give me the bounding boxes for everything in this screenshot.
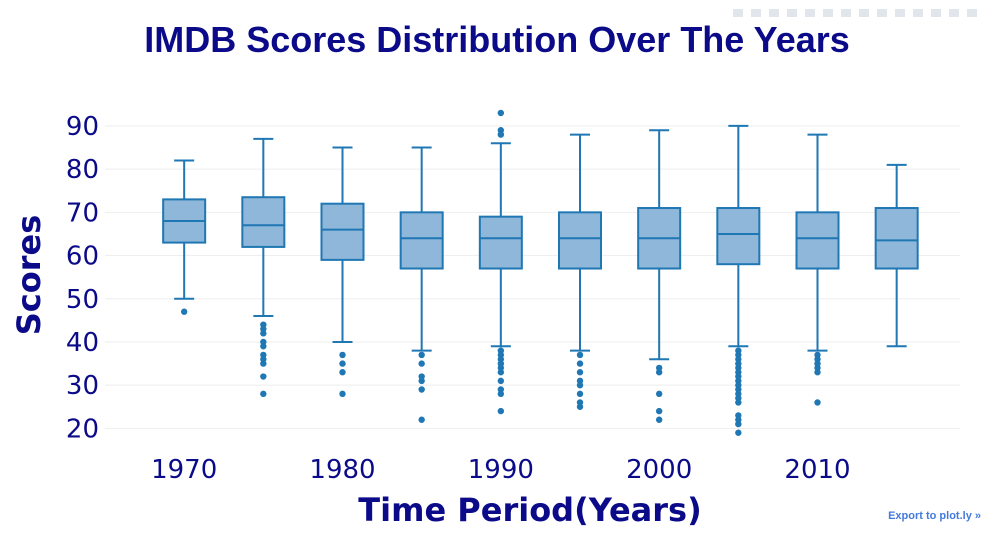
gridlines xyxy=(105,125,960,429)
outlier-point xyxy=(418,377,425,385)
spike-lines-icon[interactable] xyxy=(911,6,925,20)
box-select-icon[interactable] xyxy=(803,6,817,20)
outlier-point xyxy=(180,308,188,315)
zoom-icon[interactable] xyxy=(767,6,781,20)
outlier-point xyxy=(576,351,584,359)
chart-title: IMDB Scores Distribution Over The Years xyxy=(144,19,850,60)
lasso-select-icon[interactable] xyxy=(821,6,835,20)
outlier-point xyxy=(497,377,505,385)
outlier-point xyxy=(576,360,584,367)
outlier-point xyxy=(655,416,663,423)
x-tick-label: 1990 xyxy=(468,455,534,485)
zoom-out-icon[interactable] xyxy=(857,6,871,20)
box-iqr xyxy=(795,211,840,270)
outlier-point xyxy=(260,343,267,350)
box-iqr xyxy=(558,211,602,270)
outlier-point xyxy=(576,403,584,410)
box-plot-1980 xyxy=(320,146,365,398)
pan-icon[interactable] xyxy=(785,6,799,20)
outlier-point xyxy=(260,330,267,337)
outlier-point xyxy=(497,390,505,398)
box-iqr xyxy=(478,215,523,270)
y-tick-label: 20 xyxy=(66,414,99,444)
outlier-point xyxy=(339,390,346,398)
y-tick-label: 60 xyxy=(66,242,99,272)
reset-axes-icon[interactable] xyxy=(893,6,907,20)
outlier-point xyxy=(418,351,425,359)
y-tick-label: 90 xyxy=(66,112,99,142)
outlier-point xyxy=(735,399,742,406)
zoom-in-icon[interactable] xyxy=(839,6,853,20)
outlier-point xyxy=(655,369,663,376)
box-iqr xyxy=(399,211,444,270)
outlier-point xyxy=(576,369,584,376)
outlier-point xyxy=(497,369,505,376)
y-tick-label: 30 xyxy=(66,371,99,401)
y-axis-ticks: 20 30 40 50 60 70 80 90 xyxy=(66,112,99,444)
box-plot-1990 xyxy=(478,109,523,415)
y-tick-label: 40 xyxy=(66,328,99,358)
box-plot-1995 xyxy=(558,133,602,410)
box-plot-2015 xyxy=(874,163,919,348)
outlier-point xyxy=(655,390,663,398)
outlier-point xyxy=(655,407,663,415)
outlier-point xyxy=(814,399,821,406)
export-to-plotly-link[interactable]: Export to plot.ly » xyxy=(888,510,981,522)
outlier-point xyxy=(735,429,742,436)
outlier-point xyxy=(339,369,346,376)
outlier-point xyxy=(339,360,346,367)
modebar xyxy=(731,6,979,20)
x-tick-label: 1980 xyxy=(309,455,375,485)
x-axis-ticks: 1970 1980 1990 2000 2010 xyxy=(151,455,851,485)
outlier-point xyxy=(260,390,267,398)
outlier-point xyxy=(418,360,425,367)
x-axis-title: Time Period(Years) xyxy=(358,491,701,529)
box-iqr xyxy=(241,196,286,248)
box-plot-2000 xyxy=(637,129,682,423)
y-tick-label: 70 xyxy=(66,198,99,228)
outlier-point xyxy=(735,420,742,428)
autoscale-icon[interactable] xyxy=(875,6,889,20)
outlier-point xyxy=(814,369,821,376)
x-tick-label: 2000 xyxy=(626,455,692,485)
box-series xyxy=(162,109,919,436)
box-iqr xyxy=(320,202,365,261)
plotly-logo-icon[interactable] xyxy=(965,6,979,20)
box-plot-1975 xyxy=(241,137,286,398)
outlier-point xyxy=(260,373,267,380)
x-tick-label: 2010 xyxy=(784,455,850,485)
outlier-point xyxy=(339,351,346,359)
box-plot-1985 xyxy=(399,146,444,423)
outlier-point xyxy=(497,109,505,117)
y-axis-title: Scores xyxy=(10,215,48,336)
y-tick-label: 50 xyxy=(66,285,99,315)
x-tick-label: 1970 xyxy=(151,455,217,485)
hover-closest-icon[interactable] xyxy=(929,6,943,20)
outlier-point xyxy=(576,390,584,398)
edit-icon[interactable] xyxy=(749,6,763,20)
outlier-point xyxy=(418,386,425,393)
outlier-point xyxy=(497,131,505,138)
box-plot-1970 xyxy=(162,159,207,315)
box-plot-2005 xyxy=(716,124,761,436)
outlier-point xyxy=(497,407,505,415)
camera-icon[interactable] xyxy=(731,6,745,20)
outlier-point xyxy=(576,381,584,389)
hover-compare-icon[interactable] xyxy=(947,6,961,20)
outlier-point xyxy=(260,360,267,367)
box-iqr xyxy=(874,207,919,270)
box-iqr xyxy=(716,207,761,266)
outlier-point xyxy=(418,416,425,423)
box-plot-2010 xyxy=(795,133,840,406)
y-tick-label: 80 xyxy=(66,155,99,185)
